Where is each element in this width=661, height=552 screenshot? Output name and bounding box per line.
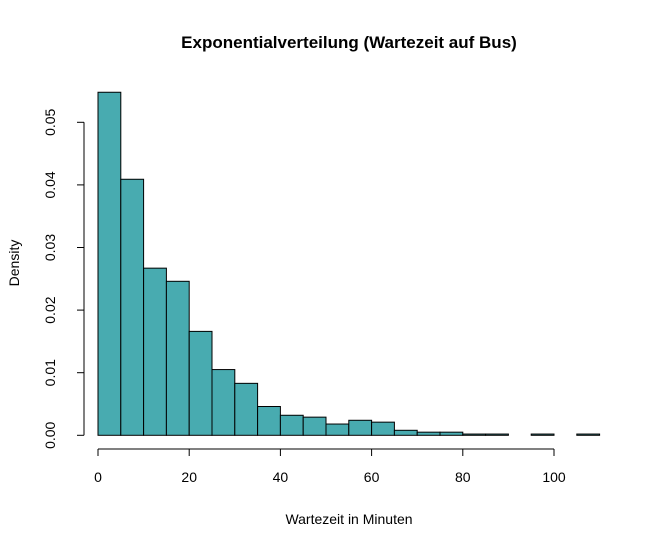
x-tick-label: 0 xyxy=(94,469,102,485)
x-axis-label: Wartezeit in Minuten xyxy=(285,511,412,527)
histogram-bar xyxy=(348,419,373,436)
histogram-bar xyxy=(302,416,327,436)
histogram-bar xyxy=(416,431,441,436)
bars xyxy=(97,91,601,436)
x-tick-label: 100 xyxy=(542,469,566,485)
histogram-bar xyxy=(439,431,464,436)
chart-title: Exponentialverteilung (Wartezeit auf Bus… xyxy=(181,33,517,52)
y-tick-label: 0.03 xyxy=(42,234,58,261)
x-tick-label: 20 xyxy=(181,469,197,485)
histogram-bar xyxy=(530,433,555,436)
y-axis-label: Density xyxy=(6,240,22,287)
histogram-bar xyxy=(279,414,304,436)
y-axis: 0.00 0.01 0.02 0.03 0.04 0.05 xyxy=(42,108,85,449)
histogram-bar xyxy=(120,178,145,436)
y-tick-label: 0.02 xyxy=(42,296,58,323)
histogram-bar xyxy=(485,433,509,436)
x-tick-label: 80 xyxy=(455,469,471,485)
histogram-bar xyxy=(257,406,281,436)
histogram-bar xyxy=(211,369,236,436)
x-tick-label: 40 xyxy=(273,469,289,485)
x-tick-label: 60 xyxy=(364,469,380,485)
y-tick-label: 0.00 xyxy=(42,421,58,448)
histogram-bar xyxy=(143,267,167,436)
histogram-bar xyxy=(97,91,122,436)
y-tick-label: 0.04 xyxy=(42,171,58,198)
histogram-bar xyxy=(576,433,601,436)
histogram-bar xyxy=(371,421,395,436)
x-axis: 0 20 40 60 80 100 xyxy=(94,448,566,485)
histogram-bar xyxy=(165,280,190,436)
y-tick-label: 0.05 xyxy=(42,108,58,135)
histogram-bar xyxy=(325,423,350,436)
histogram-bar xyxy=(462,433,487,436)
histogram-bar xyxy=(234,382,259,436)
y-tick-label: 0.01 xyxy=(42,359,58,386)
histogram-bar xyxy=(393,429,418,436)
histogram-bar xyxy=(188,330,213,436)
